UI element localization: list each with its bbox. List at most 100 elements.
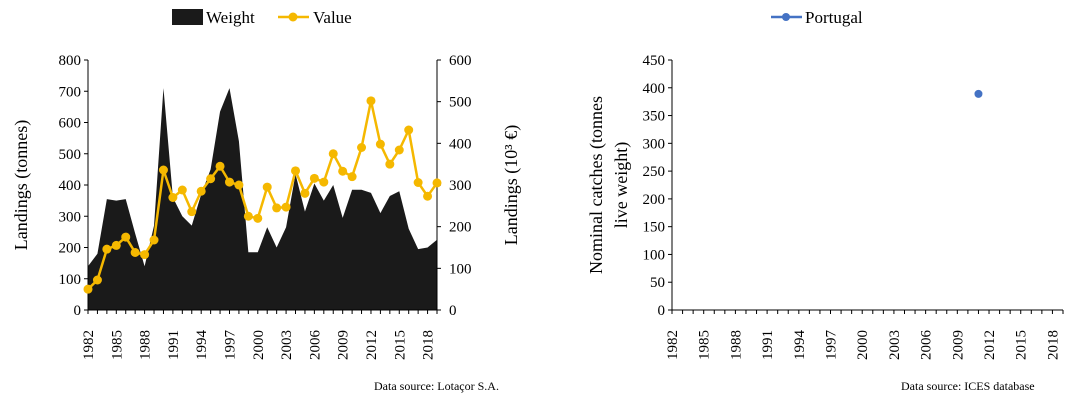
right-y-tick-label: 200: [449, 220, 472, 236]
left-y-tick-label: 0: [74, 303, 82, 319]
left-y-tick-label: 700: [59, 84, 82, 100]
x-tick-label: 2009: [336, 330, 352, 360]
value-point: [375, 139, 385, 149]
x-tick-label: 1991: [166, 330, 182, 360]
value-point: [281, 202, 291, 212]
x-tick-label: 2006: [307, 330, 323, 361]
left-y-tick-label: 200: [59, 241, 82, 257]
value-point: [328, 149, 338, 159]
x-tick-label: 2003: [279, 330, 295, 360]
left-y-tick-label: 500: [59, 147, 82, 163]
x-tick-label: 2000: [251, 330, 267, 360]
right-y-tick-label: 100: [449, 261, 472, 277]
y-tick-label-2: 350: [643, 109, 666, 125]
value-point: [168, 193, 178, 202]
x-tick-label-2: 1991: [760, 330, 776, 360]
x-tick-label: 1982: [81, 330, 97, 360]
x-tick-label: 1985: [109, 330, 125, 360]
value-point: [357, 143, 367, 152]
x-tick-label: 1997: [222, 330, 238, 361]
value-point: [83, 284, 93, 294]
left-y-tick-label: 100: [59, 272, 82, 288]
weight-area: [88, 88, 437, 310]
value-point: [272, 203, 282, 213]
value-point: [338, 166, 348, 176]
x-tick-label-2: 2006: [919, 330, 935, 361]
y-tick-label-2: 50: [650, 275, 665, 291]
value-point: [121, 232, 131, 242]
legend-portugal-marker: [782, 13, 790, 21]
x-tick-label-2: 2012: [982, 330, 998, 360]
value-point: [206, 174, 216, 184]
x-tick-label-2: 1994: [792, 330, 808, 361]
value-point: [92, 275, 102, 285]
value-point: [253, 213, 263, 223]
right-y-tick-label: 600: [449, 53, 472, 69]
y-tick-label-2: 450: [643, 53, 666, 69]
value-point: [177, 185, 187, 195]
right-y-tick-label: 500: [449, 95, 472, 111]
value-point: [196, 186, 206, 196]
right-y-tick-label: 400: [449, 136, 472, 152]
value-point: [319, 177, 329, 187]
y-axis-title-2-line1: Nominal catches (tonnes: [586, 96, 607, 274]
value-point: [140, 250, 150, 260]
x-tick-label-2: 2015: [1014, 330, 1030, 360]
x-tick-label: 2015: [392, 330, 408, 360]
left-y-tick-label: 800: [59, 53, 82, 69]
right-y-axis-title: Landings (10³ €): [501, 125, 522, 245]
x-tick-label-2: 2009: [950, 330, 966, 360]
value-point: [102, 244, 112, 254]
left-y-axis-title: Landings (tonnes): [11, 120, 32, 250]
x-tick-label-2: 2003: [887, 330, 903, 360]
data-source-label: Data source: Lotaçor S.A.: [374, 379, 499, 393]
value-point: [234, 180, 244, 190]
y-tick-label-2: 0: [658, 303, 666, 319]
value-point: [187, 207, 197, 217]
y-tick-label-2: 200: [643, 192, 666, 208]
left-y-tick-label: 300: [59, 209, 82, 225]
y-tick-label-2: 300: [643, 136, 666, 152]
y-tick-label-2: 100: [643, 247, 666, 263]
portugal-point: [974, 89, 983, 98]
x-tick-label: 2018: [421, 330, 437, 360]
right-y-tick-label: 300: [449, 178, 472, 194]
value-point: [394, 145, 404, 155]
left-y-tick-label: 400: [59, 178, 82, 194]
x-tick-label: 2012: [364, 330, 380, 360]
x-tick-label: 1988: [138, 330, 154, 360]
value-point: [413, 178, 423, 187]
value-point: [215, 161, 225, 171]
value-point: [130, 248, 140, 257]
data-source-label-2: Data source: ICES database: [901, 379, 1035, 393]
value-point: [243, 211, 253, 221]
x-tick-label: 1994: [194, 330, 210, 361]
legend-value-label: Value: [313, 8, 352, 27]
x-tick-label-2: 1985: [697, 330, 713, 360]
value-point: [366, 96, 376, 106]
x-tick-label-2: 1982: [665, 330, 681, 360]
legend-weight-swatch: [172, 9, 203, 25]
value-point: [423, 191, 433, 201]
value-point: [111, 240, 121, 250]
right-y-tick-label: 0: [449, 303, 457, 319]
x-tick-label-2: 1988: [728, 330, 744, 360]
value-point: [149, 235, 159, 245]
value-point: [404, 125, 414, 135]
x-tick-label-2: 2000: [855, 330, 871, 360]
legend-portugal-label: Portugal: [805, 8, 863, 27]
left-y-tick-label: 600: [59, 116, 82, 132]
value-point: [385, 159, 395, 169]
value-point: [262, 182, 272, 192]
value-point: [432, 178, 442, 188]
y-tick-label-2: 250: [643, 164, 666, 180]
x-tick-label-2: 1997: [824, 330, 840, 361]
value-point: [158, 165, 168, 175]
legend-value-marker: [288, 12, 298, 22]
y-axis-title-2-line2: live weight): [611, 142, 632, 228]
value-point: [347, 172, 357, 182]
value-point: [291, 166, 301, 176]
value-point: [300, 188, 310, 198]
legend-weight-label: Weight: [206, 8, 255, 27]
